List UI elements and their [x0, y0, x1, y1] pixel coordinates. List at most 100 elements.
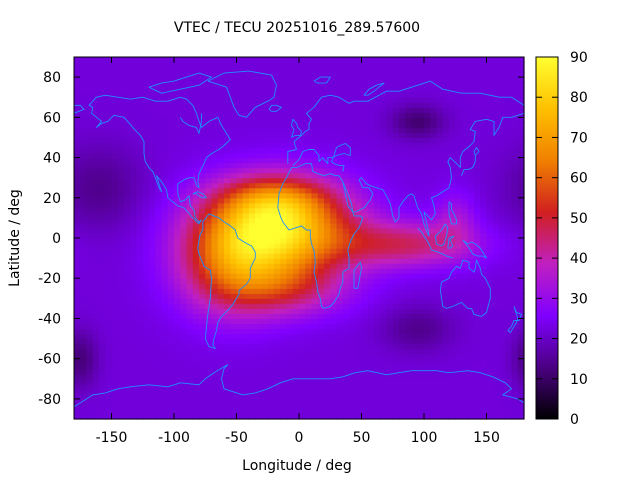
heatmap-cell — [399, 232, 406, 239]
heatmap-cell — [142, 293, 150, 299]
heatmap-cell — [486, 398, 494, 405]
heatmap-cell — [392, 303, 400, 309]
heatmap-cell — [274, 308, 281, 315]
heatmap-cell — [236, 308, 244, 315]
heatmap-cell — [486, 157, 494, 164]
heatmap-cell — [330, 363, 338, 370]
heatmap-cell — [74, 253, 81, 259]
heatmap-cell — [155, 258, 163, 264]
heatmap-cell — [467, 157, 475, 164]
heatmap-cell — [136, 92, 144, 98]
heatmap-cell — [305, 318, 313, 325]
heatmap-cell — [211, 112, 219, 118]
heatmap-cell — [455, 378, 463, 385]
heatmap-cell — [205, 358, 213, 365]
heatmap-cell — [86, 197, 94, 204]
heatmap-cell — [149, 112, 156, 118]
heatmap-cell — [317, 348, 325, 355]
heatmap-cell — [124, 67, 131, 73]
heatmap-cell — [380, 323, 388, 330]
heatmap-cell — [174, 328, 181, 335]
heatmap-cell — [399, 67, 406, 73]
heatmap-cell — [499, 353, 506, 360]
heatmap-cell — [474, 172, 481, 179]
heatmap-cell — [299, 167, 306, 174]
heatmap-cell — [136, 177, 144, 184]
heatmap-cell — [192, 318, 200, 325]
heatmap-cell — [80, 333, 88, 340]
heatmap-cell — [142, 268, 150, 274]
heatmap-cell — [480, 318, 488, 325]
heatmap-cell — [486, 403, 494, 410]
heatmap-cell — [299, 57, 306, 63]
heatmap-cell — [186, 77, 194, 83]
heatmap-cell — [136, 343, 144, 350]
heatmap-cell — [374, 62, 381, 68]
heatmap-cell — [230, 107, 238, 113]
heatmap-cell — [161, 318, 169, 325]
heatmap-cell — [305, 197, 313, 204]
heatmap-cell — [267, 127, 275, 134]
heatmap-cell — [211, 222, 219, 229]
heatmap-cell — [255, 328, 263, 335]
heatmap-cell — [86, 102, 94, 108]
heatmap-cell — [355, 383, 363, 390]
heatmap-cell — [461, 248, 469, 254]
heatmap-cell — [299, 388, 306, 395]
heatmap-cell — [117, 72, 125, 78]
heatmap-cell — [242, 328, 250, 335]
heatmap-cell — [230, 127, 238, 134]
heatmap-cell — [211, 217, 219, 224]
heatmap-cell — [442, 238, 450, 244]
heatmap-cell — [261, 222, 269, 229]
heatmap-cell — [130, 338, 138, 345]
heatmap-cell — [99, 308, 106, 315]
heatmap-cell — [430, 413, 438, 420]
heatmap-cell — [342, 57, 350, 63]
heatmap-cell — [280, 142, 288, 149]
heatmap-cell — [467, 378, 475, 385]
heatmap-cell — [474, 398, 481, 405]
heatmap-cell — [380, 333, 388, 340]
heatmap-cell — [442, 333, 450, 340]
heatmap-cell — [74, 202, 81, 209]
heatmap-cell — [174, 212, 181, 219]
heatmap-cell — [130, 82, 138, 88]
heatmap-cell — [230, 413, 238, 420]
heatmap-cell — [261, 72, 269, 78]
heatmap-cell — [99, 243, 106, 249]
heatmap-cell — [105, 398, 113, 405]
heatmap-cell — [86, 72, 94, 78]
heatmap-cell — [349, 197, 356, 204]
heatmap-cell — [399, 147, 406, 154]
heatmap-cell — [480, 232, 488, 239]
heatmap-cell — [105, 232, 113, 239]
heatmap-cell — [205, 137, 213, 144]
heatmap-cell — [361, 353, 369, 360]
heatmap-cell — [305, 343, 313, 350]
heatmap-cell — [449, 338, 456, 345]
heatmap-cell — [461, 368, 469, 375]
heatmap-cell — [267, 162, 275, 169]
heatmap-cell — [430, 207, 438, 214]
heatmap-cell — [367, 413, 375, 420]
heatmap-cell — [461, 403, 469, 410]
heatmap-cell — [117, 137, 125, 144]
heatmap-cell — [205, 253, 213, 259]
heatmap-cell — [180, 127, 188, 134]
heatmap-cell — [111, 293, 119, 299]
heatmap-cell — [236, 383, 244, 390]
heatmap-cell — [442, 162, 450, 169]
heatmap-cell — [430, 283, 438, 289]
heatmap-cell — [349, 308, 356, 315]
heatmap-cell — [505, 378, 513, 385]
heatmap-cell — [217, 368, 225, 375]
heatmap-cell — [142, 212, 150, 219]
heatmap-cell — [205, 232, 213, 239]
heatmap-cell — [430, 253, 438, 259]
heatmap-cell — [217, 82, 225, 88]
heatmap-cell — [342, 92, 350, 98]
heatmap-cell — [405, 177, 413, 184]
heatmap-cell — [330, 298, 338, 304]
heatmap-cell — [111, 82, 119, 88]
